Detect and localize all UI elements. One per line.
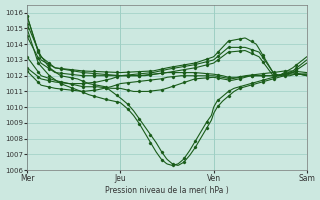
X-axis label: Pression niveau de la mer( hPa ): Pression niveau de la mer( hPa )	[105, 186, 229, 195]
